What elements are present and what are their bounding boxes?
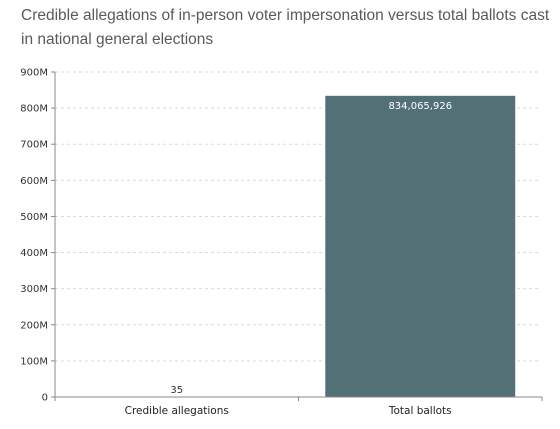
bars: 35 834,065,926 bbox=[170, 95, 516, 398]
y-tick-label: 900M bbox=[20, 68, 48, 79]
y-tick-label: 200M bbox=[20, 320, 48, 331]
bar-value-label: 35 bbox=[170, 385, 183, 396]
x-axis: Credible allegations Total ballots bbox=[54, 396, 543, 417]
y-tick-label: 0 bbox=[42, 393, 48, 404]
chart-title: Credible allegations of in-person voter … bbox=[21, 7, 550, 48]
y-axis: 0 100M 200M 300M 400M 500M 600M 700M 800M 900M bbox=[20, 68, 56, 404]
y-tick-label: 600M bbox=[20, 176, 48, 187]
y-tick-label: 400M bbox=[20, 248, 48, 259]
x-category-label: Total ballots bbox=[388, 405, 452, 417]
y-tick-label: 300M bbox=[20, 284, 48, 295]
y-tick-label: 800M bbox=[20, 104, 48, 115]
bar-value-label: 834,065,926 bbox=[388, 101, 452, 112]
bar bbox=[325, 95, 516, 398]
y-tick-label: 500M bbox=[20, 212, 48, 223]
x-category-label: Credible allegations bbox=[125, 405, 229, 417]
y-tick-label: 100M bbox=[20, 356, 48, 367]
y-tick-label: 700M bbox=[20, 140, 48, 151]
